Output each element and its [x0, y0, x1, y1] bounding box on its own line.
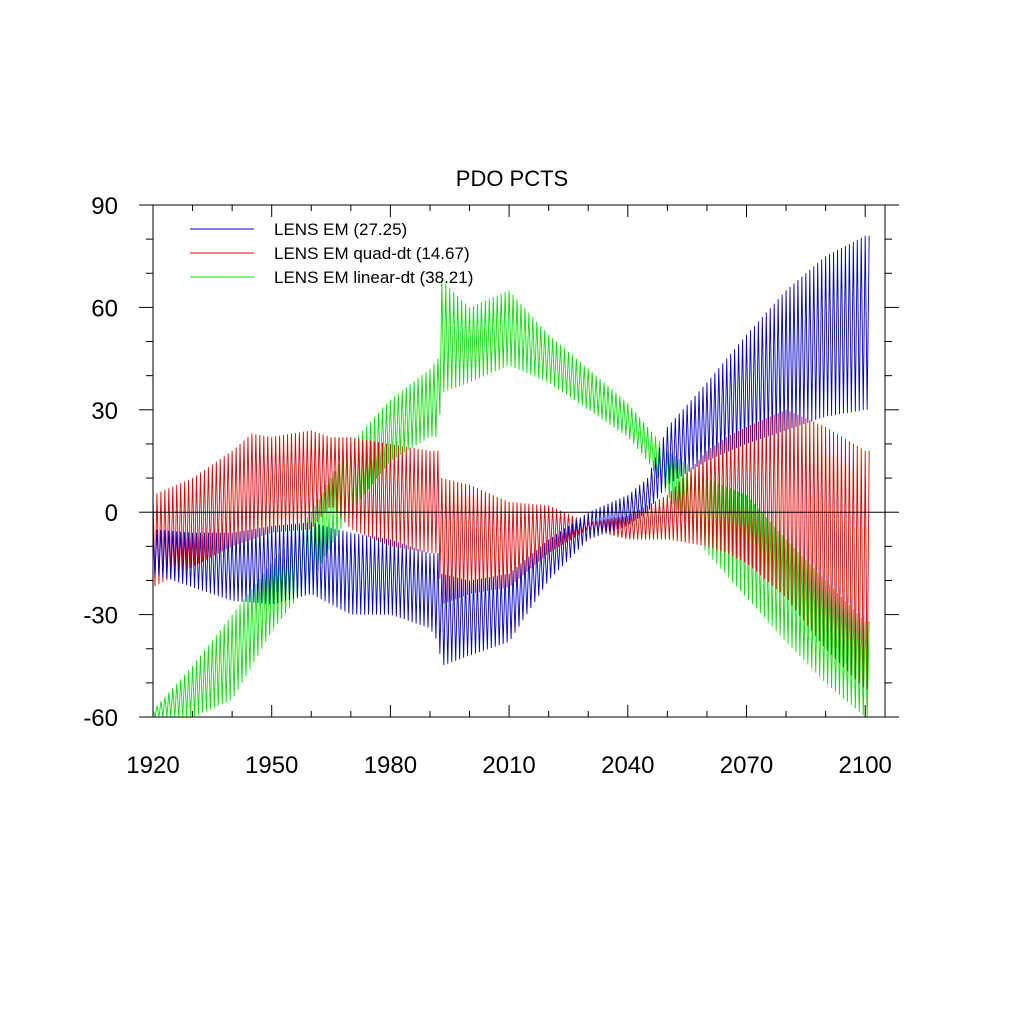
x-tick-label: 2070 — [720, 752, 773, 779]
x-tick-label: 1920 — [126, 752, 179, 779]
legend-label: LENS EM linear-dt (38.21) — [274, 268, 473, 287]
series-line-2 — [153, 280, 870, 717]
axes-layer: 1920 1950 1980 2010 2040 2070 2100 90 60 30 0 -30 -6… — [83, 193, 899, 779]
y-tick-label: -30 — [83, 603, 118, 630]
chart-title: PDO PCTS — [456, 166, 568, 191]
x-tick-label: 2040 — [601, 752, 654, 779]
y-tick-label: 90 — [91, 193, 118, 220]
legend-label: LENS EM (27.25) — [274, 220, 407, 239]
y-tick-label: 0 — [105, 500, 118, 527]
series-layer — [153, 235, 870, 717]
y-tick-label: 30 — [91, 398, 118, 425]
x-tick-label: 2100 — [839, 752, 892, 779]
x-tick-label: 1950 — [245, 752, 298, 779]
series-line-1 — [153, 409, 870, 690]
y-tick-label: 60 — [91, 295, 118, 322]
legend: LENS EM (27.25) LENS EM quad-dt (14.67) LE… — [190, 220, 473, 287]
y-tick-label: -60 — [83, 705, 118, 732]
legend-label: LENS EM quad-dt (14.67) — [274, 244, 470, 263]
x-tick-label: 1980 — [364, 752, 417, 779]
plot-frame — [152, 204, 886, 718]
x-tick-label: 2010 — [482, 752, 535, 779]
series-line-0 — [153, 235, 870, 666]
